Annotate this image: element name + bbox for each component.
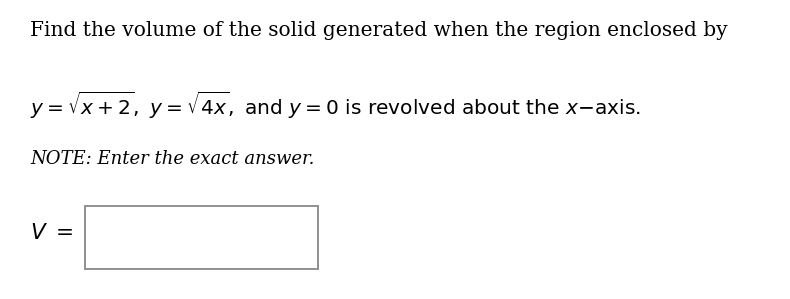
Text: $y = \sqrt{x+2},\ y = \sqrt{4x},\ \mathrm{and}\ y = 0$$\ \mathrm{is\ revolved\ a: $y = \sqrt{x+2},\ y = \sqrt{4x},\ \mathr… bbox=[30, 90, 641, 121]
Text: Find the volume of the solid generated when the region enclosed by: Find the volume of the solid generated w… bbox=[30, 21, 728, 40]
Text: NOTE: Enter the exact answer.: NOTE: Enter the exact answer. bbox=[30, 150, 314, 167]
Text: $V\ =$: $V\ =$ bbox=[30, 223, 73, 243]
FancyBboxPatch shape bbox=[85, 206, 318, 269]
